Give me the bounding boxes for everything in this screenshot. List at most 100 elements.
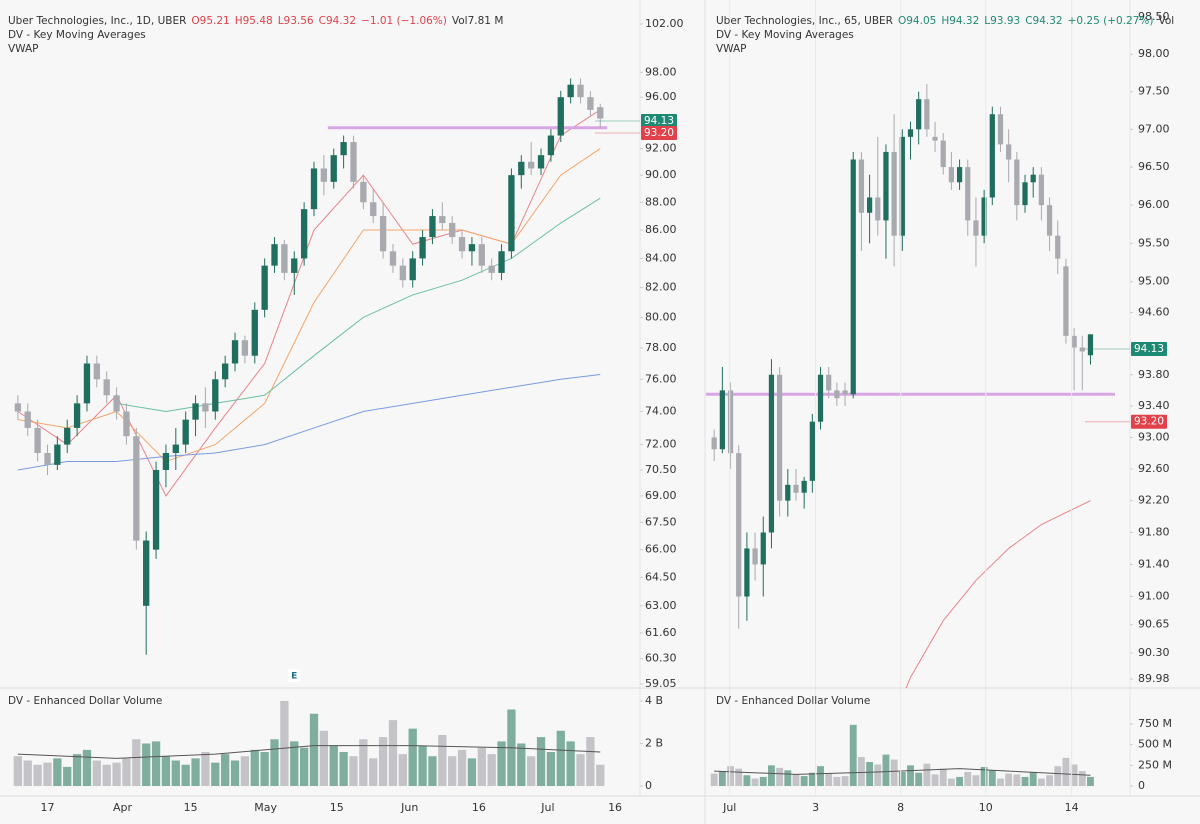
- candle-body: [83, 363, 91, 404]
- volume-bar: [388, 720, 398, 786]
- x-tick-label: Jun: [400, 801, 418, 814]
- y-tick-label: 82.00: [645, 281, 677, 294]
- candle-body: [537, 155, 545, 169]
- candle-body: [866, 197, 873, 213]
- y-tick-label: 64.50: [645, 570, 677, 583]
- candle-body: [44, 452, 51, 465]
- volume-tick-label: 0: [1138, 779, 1145, 792]
- price-badge: [641, 113, 677, 128]
- candle-body: [231, 340, 239, 364]
- volume-bar: [882, 754, 890, 786]
- volume-bar: [349, 756, 358, 786]
- y-tick-label: 92.00: [645, 142, 677, 155]
- volume-bar: [857, 757, 865, 786]
- y-tick-label: 92.20: [1138, 494, 1170, 507]
- volume-bar: [359, 739, 368, 786]
- volume-bar: [792, 774, 800, 786]
- candle-body: [547, 135, 555, 156]
- candle-body: [577, 84, 584, 98]
- volume-bar: [398, 754, 407, 786]
- x-tick-label: 8: [897, 801, 904, 814]
- price-badge-label: 93.20: [1134, 416, 1164, 428]
- price-badge-label: 94.13: [1134, 343, 1164, 355]
- indicator: VWAP: [716, 43, 747, 55]
- volume-bar: [142, 743, 151, 786]
- volume-bar: [457, 749, 467, 786]
- candle-body: [271, 244, 278, 266]
- ohlc: C94.32: [318, 15, 357, 27]
- volume-bar: [735, 768, 743, 786]
- change: −1.01 (−1.06%): [361, 15, 447, 27]
- volume-bar: [290, 741, 299, 786]
- volume-bar: [63, 766, 72, 786]
- volume-bar: [369, 758, 378, 786]
- candle-body: [1022, 182, 1028, 206]
- volume-bar: [939, 768, 947, 786]
- volume-bar: [776, 767, 784, 786]
- candle-body: [508, 175, 515, 252]
- volume-bar: [270, 739, 279, 786]
- volume-bar: [759, 776, 767, 786]
- indicator: DV - Key Moving Averages: [716, 29, 854, 41]
- volume-bar: [151, 741, 161, 786]
- y-tick-label: 90.00: [645, 168, 677, 181]
- candle-body: [458, 237, 466, 252]
- candle-body: [409, 258, 416, 281]
- volume-bar: [849, 724, 857, 786]
- volume-bar: [329, 745, 338, 786]
- earnings-label: E: [291, 672, 297, 682]
- price-badge: [1131, 342, 1167, 357]
- volume-bar: [825, 773, 833, 786]
- candle-body: [997, 114, 1004, 145]
- volume-bar: [527, 756, 536, 786]
- price-badge: [1131, 414, 1167, 429]
- candle-body: [64, 427, 71, 445]
- x-tick-label: Jul: [540, 801, 554, 814]
- candle-body: [261, 265, 268, 310]
- volume-bar: [980, 766, 988, 786]
- candle-body: [907, 129, 914, 137]
- volume-bar: [319, 730, 329, 786]
- y-tick-label: 97.00: [1138, 122, 1170, 135]
- candle-body: [478, 244, 485, 266]
- candle-body: [143, 540, 150, 606]
- candle-body: [1071, 335, 1077, 348]
- volume-bar: [280, 701, 289, 786]
- candle-body: [212, 379, 219, 412]
- ohlc: L93.93: [984, 15, 1021, 27]
- y-tick-label: 91.00: [1138, 590, 1170, 603]
- candle-body: [736, 453, 742, 597]
- candle-body: [597, 107, 604, 119]
- y-tick-label: 96.00: [1138, 198, 1170, 211]
- candle-body: [1038, 174, 1044, 206]
- volume-bar: [418, 745, 427, 786]
- volume-bar: [718, 771, 726, 786]
- candle-body: [809, 421, 815, 481]
- volume-bar: [1046, 775, 1053, 786]
- ohlc: H94.32: [941, 15, 980, 27]
- candle-body: [916, 99, 922, 130]
- y-tick-label: 90.65: [1138, 618, 1170, 631]
- y-tick-label: 88.00: [645, 195, 677, 208]
- x-tick-label: 15: [184, 801, 198, 814]
- volume-bar: [1037, 778, 1045, 786]
- symbol-title: Uber Technologies, Inc., 1D, UBER: [8, 15, 187, 27]
- candle-body: [103, 379, 110, 396]
- candle-body: [752, 548, 758, 565]
- candle-body: [24, 411, 31, 428]
- volume-bar: [866, 762, 874, 786]
- volume-bar: [956, 776, 964, 786]
- candle-body: [973, 220, 979, 236]
- candle-body: [1079, 347, 1085, 352]
- candle-body: [251, 309, 258, 356]
- candle-body: [350, 142, 357, 182]
- candle-body: [123, 411, 130, 437]
- volume-bar: [972, 775, 980, 786]
- candle-body: [1055, 235, 1061, 259]
- candle-body: [518, 161, 525, 176]
- y-tick-label: 93.40: [1138, 399, 1170, 412]
- volume-bar: [808, 772, 816, 786]
- volume-bar: [201, 752, 210, 786]
